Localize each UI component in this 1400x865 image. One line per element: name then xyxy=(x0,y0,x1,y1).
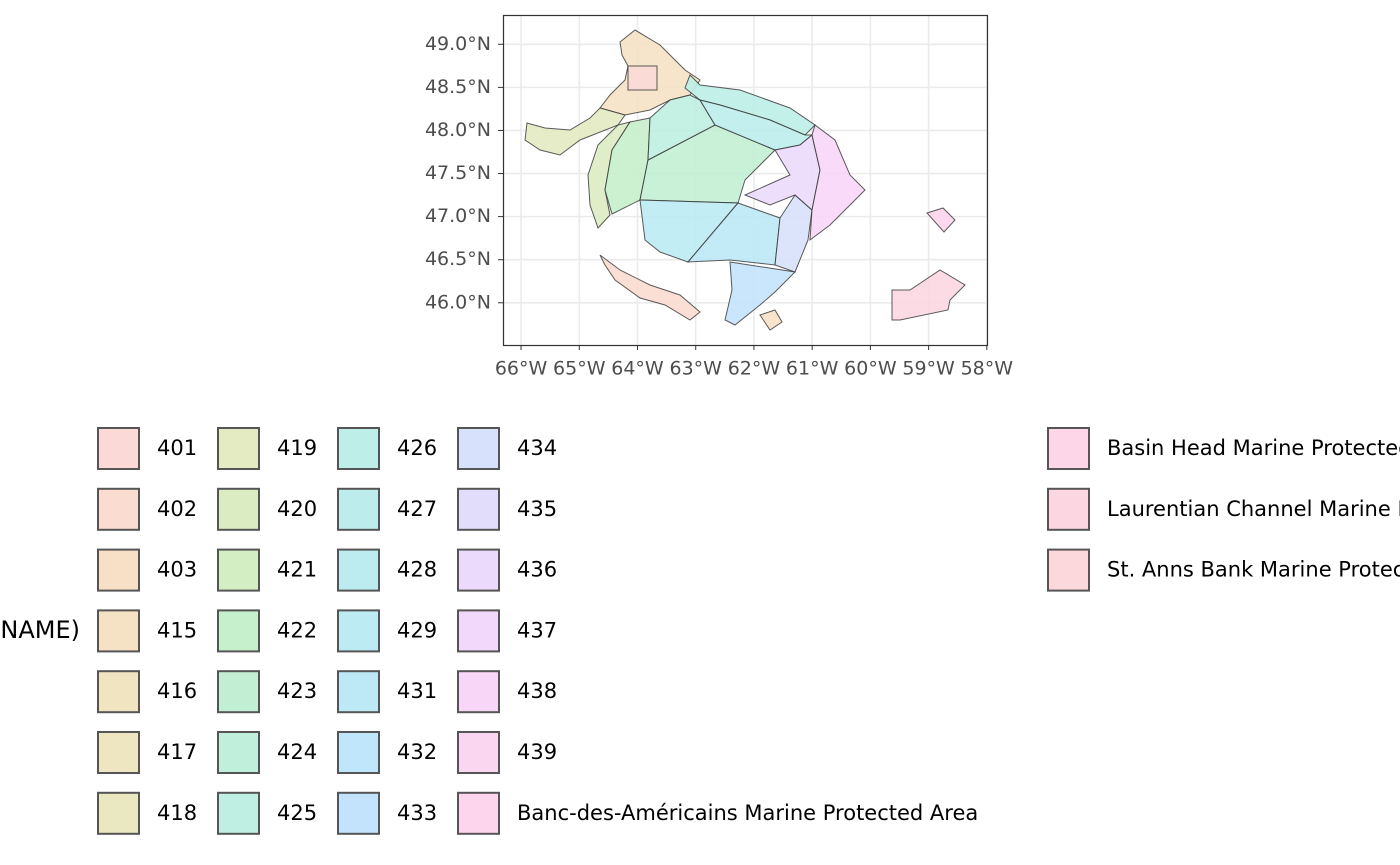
legend-title: NAME) xyxy=(0,616,80,644)
region xyxy=(724,261,797,326)
x-tick-label: 60°W xyxy=(844,358,897,380)
legend-swatch xyxy=(97,427,140,470)
y-tick-label: 49.0°N xyxy=(425,33,491,55)
x-tick-label: 64°W xyxy=(611,358,664,380)
legend-label: 432 xyxy=(397,740,437,764)
region xyxy=(627,65,658,91)
region xyxy=(599,254,701,321)
legend-label: St. Anns Bank Marine Protected Area xyxy=(1107,558,1400,582)
region xyxy=(759,309,783,331)
x-tick-label: 58°W xyxy=(961,358,1014,380)
x-tick-label: 62°W xyxy=(728,358,781,380)
legend-swatch xyxy=(337,731,380,774)
legend-swatch xyxy=(97,548,140,592)
legend-swatch xyxy=(457,731,500,774)
x-tick-label: 63°W xyxy=(669,358,722,380)
region xyxy=(743,134,821,211)
x-tick-label: 66°W xyxy=(495,358,548,380)
legend-label: 427 xyxy=(397,497,437,521)
legend-swatch xyxy=(97,670,140,714)
legend-swatch xyxy=(97,487,140,531)
regions xyxy=(524,29,966,331)
x-tick-label: 59°W xyxy=(902,358,955,380)
legend-swatch xyxy=(217,731,260,774)
legend-swatch xyxy=(337,670,380,714)
y-tick-label: 47.0°N xyxy=(425,205,491,227)
legend-swatch xyxy=(217,487,260,531)
legend-swatch xyxy=(217,548,260,592)
legend-label: Laurentian Channel Marine Protected Area xyxy=(1107,497,1400,521)
legend-swatch xyxy=(97,791,140,835)
legend-label: 422 xyxy=(277,618,317,642)
legend-label: 434 xyxy=(517,436,557,460)
legend-swatch xyxy=(457,548,500,592)
legend-label: 438 xyxy=(517,679,557,703)
legend-swatch xyxy=(457,791,500,835)
region xyxy=(639,199,740,263)
legend-swatch xyxy=(1047,427,1090,470)
legend-label: 429 xyxy=(397,618,437,642)
legend-swatch xyxy=(97,609,140,653)
legend-label: 418 xyxy=(157,801,197,825)
legend-swatch xyxy=(1047,487,1090,531)
legend-label: Basin Head Marine Protected Area xyxy=(1107,436,1400,460)
legend-swatch xyxy=(337,427,380,470)
legend-label: 439 xyxy=(517,740,557,764)
legend-swatch xyxy=(337,487,380,531)
legend-swatch xyxy=(337,791,380,835)
legend-swatch xyxy=(97,731,140,774)
legend-swatch xyxy=(217,427,260,470)
legend-label: 420 xyxy=(277,497,317,521)
legend: NAME) 401 402 403 415 416 417 418 419 420 421 422 4… xyxy=(0,427,1400,835)
legend-label: 424 xyxy=(277,740,317,764)
legend-swatch xyxy=(457,487,500,531)
legend-label: 426 xyxy=(397,436,437,460)
region xyxy=(926,207,956,233)
legend-label: 436 xyxy=(517,558,557,582)
legend-label: 403 xyxy=(157,558,197,582)
region xyxy=(891,269,966,321)
legend-label: 419 xyxy=(277,436,317,460)
panel-border xyxy=(502,14,989,347)
legend-label: 416 xyxy=(157,679,197,703)
legend-swatch xyxy=(337,548,380,592)
legend-label: 417 xyxy=(157,740,197,764)
legend-swatch xyxy=(457,427,500,470)
axes: 66°W 65°W 64°W 63°W 62°W 61°W 60°W 59°W 58°W 46.0… xyxy=(425,33,1013,380)
y-tick-label: 48.0°N xyxy=(425,119,491,141)
region xyxy=(686,202,781,266)
y-tick-label: 48.5°N xyxy=(425,76,491,98)
legend-label: 433 xyxy=(397,801,437,825)
legend-swatch xyxy=(217,670,260,714)
y-tick-label: 47.5°N xyxy=(425,162,491,184)
x-tick-label: 61°W xyxy=(786,358,839,380)
region xyxy=(809,124,866,242)
legend-label: 435 xyxy=(517,497,557,521)
legend-label: 402 xyxy=(157,497,197,521)
legend-label: 431 xyxy=(397,679,437,703)
legend-label: 437 xyxy=(517,618,557,642)
y-tick-label: 46.5°N xyxy=(425,248,491,270)
legend-swatch xyxy=(457,670,500,714)
x-tick-label: 65°W xyxy=(553,358,606,380)
legend-label: 423 xyxy=(277,679,317,703)
legend-label: 428 xyxy=(397,558,437,582)
legend-label: 421 xyxy=(277,558,317,582)
y-tick-label: 46.0°N xyxy=(425,291,491,313)
legend-swatch xyxy=(1047,548,1090,592)
legend-swatch xyxy=(337,609,380,653)
legend-swatch xyxy=(457,609,500,653)
legend-label: 415 xyxy=(157,618,197,642)
legend-label: Banc-des-Américains Marine Protected Are… xyxy=(517,801,978,825)
region xyxy=(524,107,626,156)
legend-swatch xyxy=(217,791,260,835)
legend-label: 425 xyxy=(277,801,317,825)
legend-label: 401 xyxy=(157,436,197,460)
legend-swatch xyxy=(217,609,260,653)
